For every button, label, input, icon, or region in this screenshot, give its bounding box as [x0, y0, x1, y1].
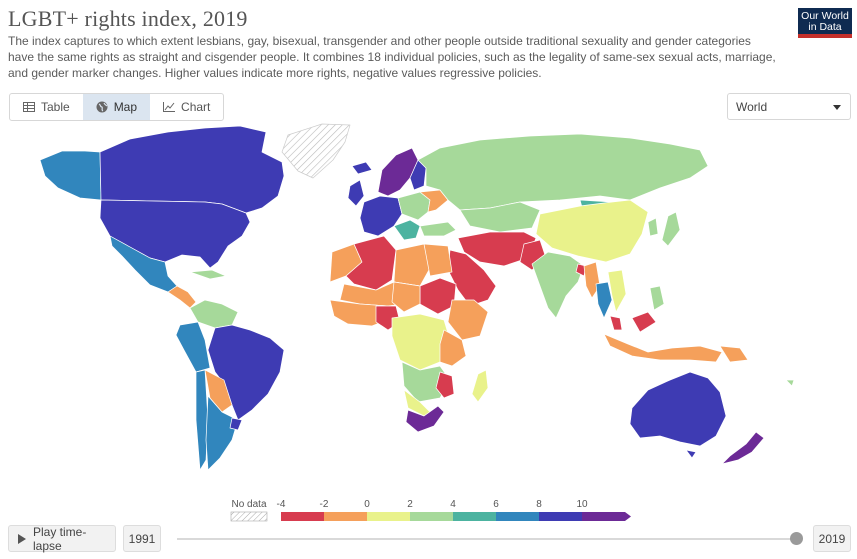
play-icon — [18, 533, 26, 544]
south-africa[interactable] — [405, 405, 445, 433]
greenland[interactable] — [281, 123, 351, 179]
play-timelapse-button[interactable]: Play time-lapse — [8, 524, 116, 553]
pacific-islands[interactable] — [785, 379, 795, 387]
new-zealand[interactable] — [721, 431, 765, 465]
region-select[interactable]: World — [727, 93, 851, 120]
legend-bin[interactable] — [453, 512, 496, 521]
legend-bin[interactable] — [496, 512, 539, 521]
legend-no-data-swatch[interactable] — [230, 511, 268, 522]
tasmania[interactable] — [685, 449, 697, 459]
legend-bin[interactable] — [367, 512, 410, 521]
malaysia-borneo[interactable] — [631, 311, 657, 333]
view-tabs: Table Map Chart — [9, 93, 225, 121]
tab-chart-label: Chart — [181, 100, 211, 114]
bangladesh[interactable] — [575, 263, 587, 277]
legend-tick-label: 6 — [493, 499, 499, 510]
legend-bin[interactable] — [410, 512, 453, 521]
arabia[interactable] — [447, 249, 497, 307]
ethiopia-somalia[interactable] — [447, 299, 489, 341]
world-map — [39, 123, 795, 471]
zimbabwe-mozambique[interactable] — [435, 371, 455, 399]
tab-chart[interactable]: Chart — [150, 94, 223, 120]
tab-map-label: Map — [113, 100, 138, 114]
thailand[interactable] — [595, 281, 613, 319]
usa[interactable] — [99, 199, 251, 269]
egypt[interactable] — [423, 243, 453, 277]
timeline-handle[interactable] — [790, 532, 803, 545]
iceland[interactable] — [351, 161, 373, 175]
malaysia[interactable] — [609, 315, 623, 331]
bolivia[interactable] — [204, 369, 233, 413]
libya[interactable] — [393, 243, 431, 287]
legend-bin[interactable] — [324, 512, 367, 521]
finland[interactable] — [409, 159, 427, 191]
chevron-down-icon — [833, 105, 841, 110]
kazakhstan[interactable] — [459, 201, 541, 233]
owid-logo[interactable]: Our World in Data — [798, 8, 852, 38]
papua-new-guinea[interactable] — [719, 345, 749, 363]
map-legend: No data -4 -2 0 2 4 6 8 10 — [230, 499, 631, 522]
philippines[interactable] — [649, 285, 665, 311]
uk[interactable] — [347, 179, 365, 207]
uruguay[interactable] — [229, 417, 243, 431]
tab-map[interactable]: Map — [82, 94, 151, 120]
brazil[interactable] — [207, 324, 285, 421]
peru[interactable] — [175, 321, 211, 373]
legend-bin[interactable] — [281, 512, 324, 521]
vietnam[interactable] — [607, 269, 627, 313]
india[interactable] — [531, 251, 585, 319]
legend-tick-label: 10 — [576, 499, 588, 510]
indonesia[interactable] — [603, 333, 723, 363]
australia[interactable] — [629, 371, 727, 447]
chart-title: LGBT+ rights index, 2019 — [8, 6, 248, 31]
end-year-button[interactable]: 2019 — [813, 525, 851, 552]
line-chart-icon — [163, 102, 176, 112]
chart-subtitle: The index captures to which extent lesbi… — [8, 34, 776, 80]
korea[interactable] — [647, 217, 659, 237]
myanmar[interactable] — [583, 261, 601, 299]
legend-arrow — [625, 512, 631, 521]
northern-south-america[interactable] — [189, 299, 239, 329]
legend-tick-label: 4 — [450, 499, 456, 510]
legend-tick-label: -4 — [277, 499, 286, 510]
legend-bin[interactable] — [539, 512, 582, 521]
argentina[interactable] — [205, 395, 239, 471]
southern-europe[interactable] — [393, 219, 421, 241]
logo-line-1: Our World — [801, 10, 849, 22]
tab-table-label: Table — [41, 100, 70, 114]
legend-tick-label: 8 — [536, 499, 542, 510]
western-europe[interactable] — [359, 195, 403, 237]
central-america[interactable] — [167, 285, 197, 309]
scandinavia[interactable] — [377, 147, 419, 197]
globe-icon — [96, 101, 108, 113]
legend-tick-label: 2 — [407, 499, 413, 510]
east-africa[interactable] — [439, 329, 467, 367]
canada[interactable] — [99, 125, 285, 214]
alaska[interactable] — [39, 150, 102, 201]
madagascar[interactable] — [471, 369, 489, 403]
timeline-bar: Play time-lapse 1991 2019 — [0, 525, 857, 555]
chad[interactable] — [391, 281, 421, 313]
chile[interactable] — [195, 369, 209, 471]
caribbean[interactable] — [189, 269, 227, 280]
russia[interactable] — [417, 133, 709, 211]
japan[interactable] — [661, 211, 681, 247]
start-year-button[interactable]: 1991 — [123, 525, 161, 552]
china[interactable] — [535, 199, 649, 263]
play-timelapse-label: Play time-lapse — [33, 524, 87, 553]
turkey[interactable] — [419, 221, 457, 237]
region-select-value: World — [736, 100, 768, 114]
legend-no-data-label: No data — [231, 499, 266, 510]
legend-tick-label: 0 — [364, 499, 370, 510]
timeline-track[interactable] — [177, 538, 799, 540]
legend-tick-label: -2 — [320, 499, 329, 510]
table-icon — [23, 102, 35, 112]
legend-bin[interactable] — [582, 512, 625, 521]
tab-table[interactable]: Table — [10, 94, 83, 120]
logo-line-2: in Data — [808, 21, 842, 33]
